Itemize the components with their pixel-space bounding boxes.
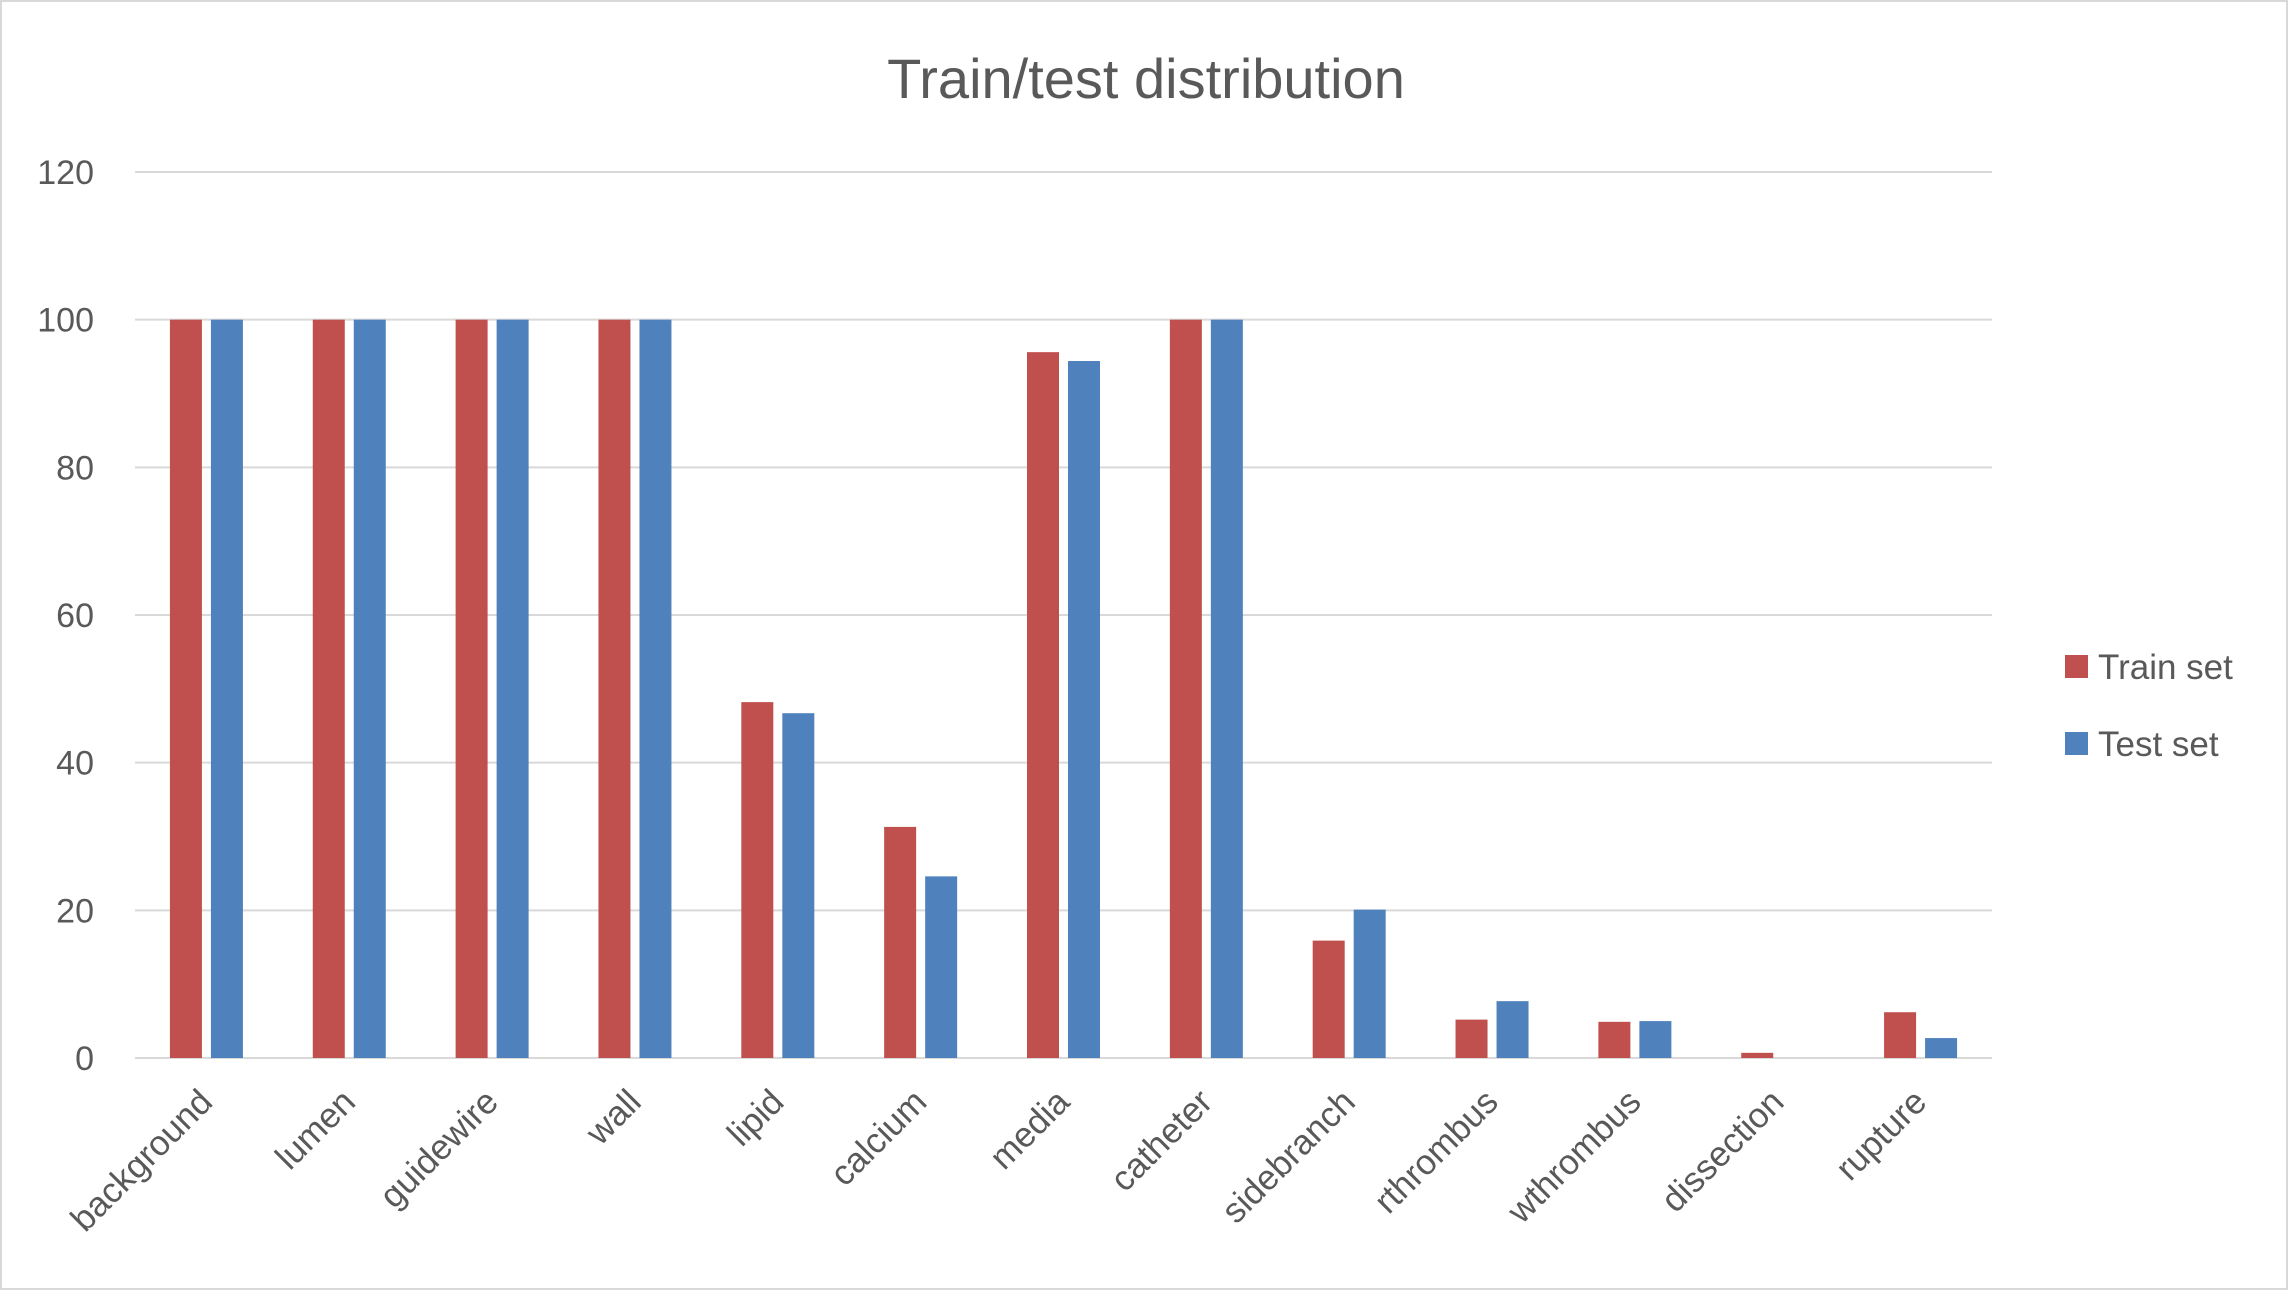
bar-train-set-lipid — [741, 702, 774, 1058]
x-tick-label-rthrombus: rthrombus — [1367, 1082, 1506, 1221]
legend: Train set Test set — [2065, 648, 2233, 764]
y-tick-label: 0 — [75, 1040, 94, 1078]
y-axis-tick-labels: 0 20 40 60 80 100 120 — [37, 154, 94, 1078]
bar-train-set-catheter — [1169, 319, 1202, 1059]
y-tick-label: 60 — [56, 597, 94, 635]
bar-train-set-media — [1027, 352, 1059, 1058]
y-tick-label: 20 — [56, 892, 94, 930]
bar-test-set-lumen — [353, 319, 386, 1059]
bar-test-set-wthrombus — [1639, 1021, 1672, 1058]
bars — [169, 319, 1958, 1059]
bar-train-set-lumen — [312, 319, 345, 1059]
y-tick-label: 40 — [56, 745, 94, 783]
x-tick-label-lumen: lumen — [268, 1082, 363, 1177]
bar-train-set-rupture — [1884, 1012, 1917, 1058]
gridlines — [135, 171, 1992, 1059]
bar-train-set-rthrombus — [1455, 1019, 1488, 1058]
x-tick-label-background: background — [63, 1082, 220, 1239]
y-tick-label: 100 — [37, 302, 94, 340]
x-tick-label-dissection: dissection — [1654, 1082, 1792, 1220]
bar-train-set-wthrombus — [1598, 1021, 1631, 1058]
bar-test-set-catheter — [1210, 319, 1243, 1059]
bar-train-set-calcium — [884, 826, 917, 1058]
legend-label-train-set: Train set — [2098, 648, 2233, 687]
x-tick-label-media: media — [982, 1082, 1077, 1177]
bar-train-set-background — [169, 319, 202, 1059]
bar-test-set-wall — [639, 319, 672, 1059]
chart-title: Train/test distribution — [887, 47, 1405, 110]
legend-swatch-test-set — [2065, 732, 2088, 755]
bar-test-set-lipid — [782, 713, 815, 1058]
x-tick-label-wthrombus: wthrombus — [1499, 1082, 1648, 1231]
x-axis-tick-labels: background lumen guidewire wall lipid calcium… — [63, 1082, 1934, 1239]
x-tick-label-guidewire: guidewire — [372, 1082, 506, 1216]
y-tick-label: 120 — [37, 154, 94, 192]
bar-test-set-background — [210, 319, 243, 1059]
legend-swatch-train-set — [2065, 655, 2088, 678]
bar-test-set-guidewire — [496, 319, 529, 1059]
bar-test-set-rupture — [1925, 1038, 1958, 1058]
bar-train-set-dissection — [1741, 1052, 1774, 1058]
x-tick-label-calcium: calcium — [823, 1082, 934, 1193]
x-tick-label-lipid: lipid — [720, 1082, 792, 1154]
bar-test-set-calcium — [925, 876, 958, 1058]
y-tick-label: 80 — [56, 449, 94, 487]
bar-train-set-guidewire — [455, 319, 488, 1059]
bar-test-set-rthrombus — [1496, 1001, 1529, 1058]
x-tick-label-catheter: catheter — [1103, 1082, 1220, 1199]
bar-train-set-wall — [598, 319, 631, 1059]
legend-label-test-set: Test set — [2098, 725, 2219, 764]
x-tick-label-sidebranch: sidebranch — [1214, 1082, 1363, 1231]
x-tick-label-wall: wall — [578, 1082, 649, 1153]
bar-test-set-media — [1068, 361, 1100, 1059]
x-tick-label-rupture: rupture — [1828, 1082, 1934, 1188]
bar-train-set-sidebranch — [1312, 940, 1345, 1058]
bar-test-set-sidebranch — [1353, 909, 1386, 1058]
